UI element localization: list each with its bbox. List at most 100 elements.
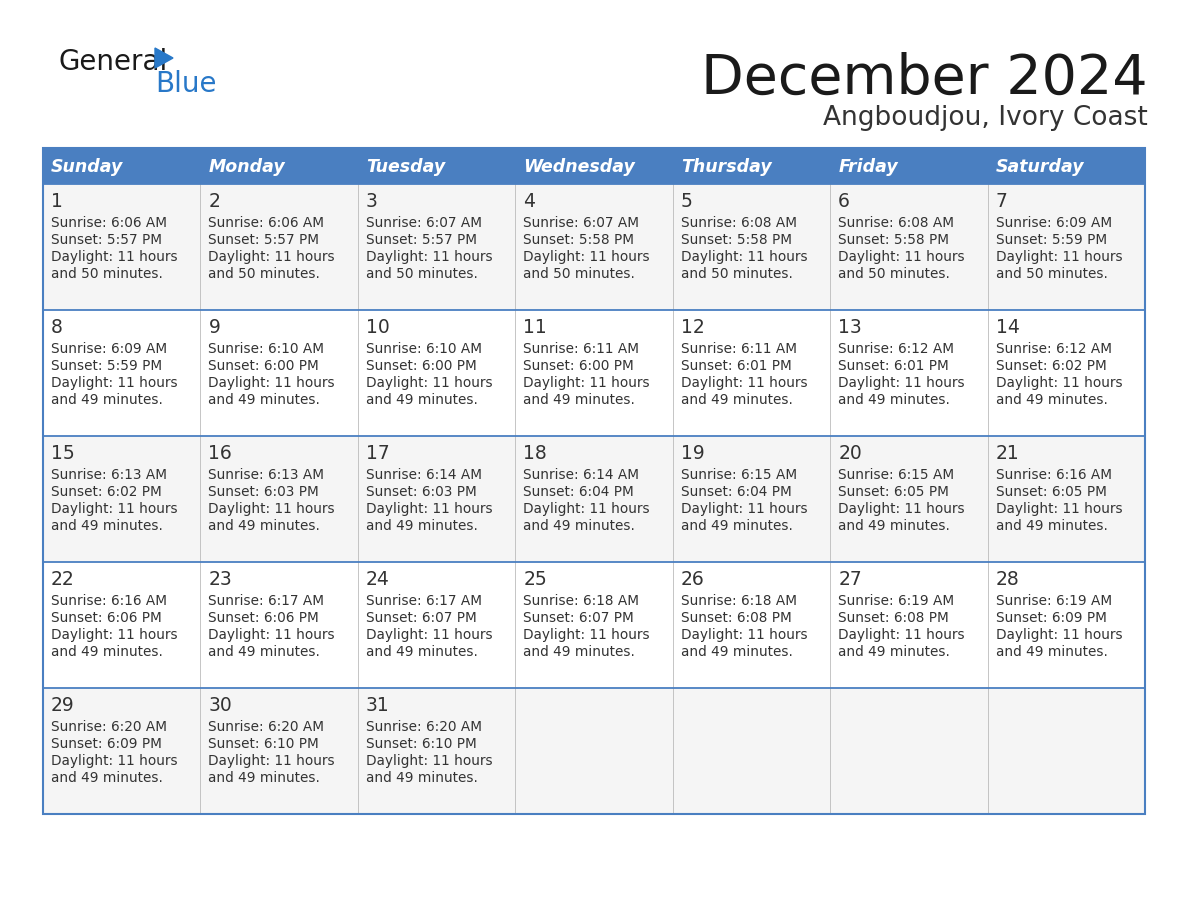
Text: Saturday: Saturday xyxy=(996,158,1085,176)
Bar xyxy=(516,436,672,562)
Bar xyxy=(201,310,358,436)
Bar xyxy=(201,436,358,562)
Text: Daylight: 11 hours: Daylight: 11 hours xyxy=(681,376,808,390)
Text: and 49 minutes.: and 49 minutes. xyxy=(681,393,792,407)
Text: Sunset: 6:05 PM: Sunset: 6:05 PM xyxy=(996,485,1106,499)
Text: Sunrise: 6:12 AM: Sunrise: 6:12 AM xyxy=(839,342,954,356)
Text: Sunset: 6:02 PM: Sunset: 6:02 PM xyxy=(51,485,162,499)
Text: and 49 minutes.: and 49 minutes. xyxy=(366,645,478,659)
Text: Sunrise: 6:18 AM: Sunrise: 6:18 AM xyxy=(523,594,639,608)
Text: and 49 minutes.: and 49 minutes. xyxy=(51,771,163,785)
Text: Sunset: 6:02 PM: Sunset: 6:02 PM xyxy=(996,359,1106,373)
Bar xyxy=(516,688,672,814)
Text: 21: 21 xyxy=(996,444,1019,463)
Text: 25: 25 xyxy=(523,570,546,589)
Text: Angboudjou, Ivory Coast: Angboudjou, Ivory Coast xyxy=(823,105,1148,131)
Bar xyxy=(43,436,201,562)
Text: Sunrise: 6:08 AM: Sunrise: 6:08 AM xyxy=(839,216,954,230)
Text: 11: 11 xyxy=(523,318,546,337)
Bar xyxy=(358,148,516,184)
Text: 12: 12 xyxy=(681,318,704,337)
Bar xyxy=(43,688,201,814)
Text: Daylight: 11 hours: Daylight: 11 hours xyxy=(839,376,965,390)
Text: Sunset: 6:07 PM: Sunset: 6:07 PM xyxy=(366,611,476,625)
Bar xyxy=(830,436,987,562)
Text: Sunset: 5:58 PM: Sunset: 5:58 PM xyxy=(839,233,949,247)
Text: 15: 15 xyxy=(51,444,75,463)
Bar xyxy=(43,148,201,184)
Text: Sunset: 6:06 PM: Sunset: 6:06 PM xyxy=(51,611,162,625)
Text: Sunrise: 6:12 AM: Sunrise: 6:12 AM xyxy=(996,342,1112,356)
Text: Daylight: 11 hours: Daylight: 11 hours xyxy=(366,502,493,516)
Text: Sunset: 6:04 PM: Sunset: 6:04 PM xyxy=(681,485,791,499)
Text: Daylight: 11 hours: Daylight: 11 hours xyxy=(208,376,335,390)
Bar xyxy=(987,148,1145,184)
Text: Sunset: 5:57 PM: Sunset: 5:57 PM xyxy=(208,233,320,247)
Bar xyxy=(358,310,516,436)
Text: Daylight: 11 hours: Daylight: 11 hours xyxy=(208,628,335,642)
Text: and 49 minutes.: and 49 minutes. xyxy=(366,393,478,407)
Bar xyxy=(43,148,1145,814)
Text: Sunset: 5:59 PM: Sunset: 5:59 PM xyxy=(51,359,162,373)
Text: Sunrise: 6:20 AM: Sunrise: 6:20 AM xyxy=(51,720,168,734)
Text: and 49 minutes.: and 49 minutes. xyxy=(996,645,1107,659)
Text: and 50 minutes.: and 50 minutes. xyxy=(208,267,321,281)
Text: Daylight: 11 hours: Daylight: 11 hours xyxy=(681,502,808,516)
Text: and 50 minutes.: and 50 minutes. xyxy=(839,267,950,281)
Text: Wednesday: Wednesday xyxy=(523,158,636,176)
Text: Daylight: 11 hours: Daylight: 11 hours xyxy=(208,754,335,768)
Text: and 49 minutes.: and 49 minutes. xyxy=(839,519,950,533)
Text: Daylight: 11 hours: Daylight: 11 hours xyxy=(681,250,808,264)
Text: Daylight: 11 hours: Daylight: 11 hours xyxy=(839,628,965,642)
Text: Sunrise: 6:06 AM: Sunrise: 6:06 AM xyxy=(51,216,168,230)
Text: and 49 minutes.: and 49 minutes. xyxy=(51,393,163,407)
Text: 30: 30 xyxy=(208,696,232,715)
Text: Daylight: 11 hours: Daylight: 11 hours xyxy=(366,376,493,390)
Text: and 49 minutes.: and 49 minutes. xyxy=(208,393,321,407)
Bar xyxy=(672,148,830,184)
Text: Daylight: 11 hours: Daylight: 11 hours xyxy=(996,376,1123,390)
Text: Sunrise: 6:16 AM: Sunrise: 6:16 AM xyxy=(996,468,1112,482)
Text: Sunset: 6:03 PM: Sunset: 6:03 PM xyxy=(366,485,476,499)
Text: and 49 minutes.: and 49 minutes. xyxy=(996,393,1107,407)
Text: 5: 5 xyxy=(681,192,693,211)
Text: Friday: Friday xyxy=(839,158,898,176)
Text: Sunset: 6:03 PM: Sunset: 6:03 PM xyxy=(208,485,320,499)
Text: 31: 31 xyxy=(366,696,390,715)
Text: 26: 26 xyxy=(681,570,704,589)
Text: Sunset: 6:00 PM: Sunset: 6:00 PM xyxy=(208,359,320,373)
Text: Sunrise: 6:20 AM: Sunrise: 6:20 AM xyxy=(208,720,324,734)
Text: 23: 23 xyxy=(208,570,232,589)
Text: Daylight: 11 hours: Daylight: 11 hours xyxy=(366,250,493,264)
Text: Sunrise: 6:17 AM: Sunrise: 6:17 AM xyxy=(208,594,324,608)
Bar xyxy=(830,688,987,814)
Text: 8: 8 xyxy=(51,318,63,337)
Text: Tuesday: Tuesday xyxy=(366,158,446,176)
Text: Daylight: 11 hours: Daylight: 11 hours xyxy=(996,250,1123,264)
Text: Sunrise: 6:10 AM: Sunrise: 6:10 AM xyxy=(366,342,482,356)
Text: Sunrise: 6:09 AM: Sunrise: 6:09 AM xyxy=(996,216,1112,230)
Bar xyxy=(516,184,672,310)
Bar xyxy=(987,310,1145,436)
Text: 7: 7 xyxy=(996,192,1007,211)
Text: 1: 1 xyxy=(51,192,63,211)
Text: and 49 minutes.: and 49 minutes. xyxy=(523,519,636,533)
Text: December 2024: December 2024 xyxy=(701,52,1148,106)
Bar xyxy=(201,562,358,688)
Text: Sunrise: 6:14 AM: Sunrise: 6:14 AM xyxy=(366,468,482,482)
Text: and 49 minutes.: and 49 minutes. xyxy=(681,645,792,659)
Text: and 49 minutes.: and 49 minutes. xyxy=(681,519,792,533)
Text: 16: 16 xyxy=(208,444,232,463)
Text: 20: 20 xyxy=(839,444,861,463)
Text: Daylight: 11 hours: Daylight: 11 hours xyxy=(839,502,965,516)
Text: 28: 28 xyxy=(996,570,1019,589)
Text: Sunset: 6:00 PM: Sunset: 6:00 PM xyxy=(523,359,634,373)
Bar xyxy=(516,562,672,688)
Text: Sunrise: 6:19 AM: Sunrise: 6:19 AM xyxy=(839,594,954,608)
Text: 9: 9 xyxy=(208,318,220,337)
Text: Daylight: 11 hours: Daylight: 11 hours xyxy=(523,376,650,390)
Text: General: General xyxy=(58,48,168,76)
Text: and 49 minutes.: and 49 minutes. xyxy=(996,519,1107,533)
Bar xyxy=(43,184,201,310)
Text: Sunrise: 6:15 AM: Sunrise: 6:15 AM xyxy=(681,468,797,482)
